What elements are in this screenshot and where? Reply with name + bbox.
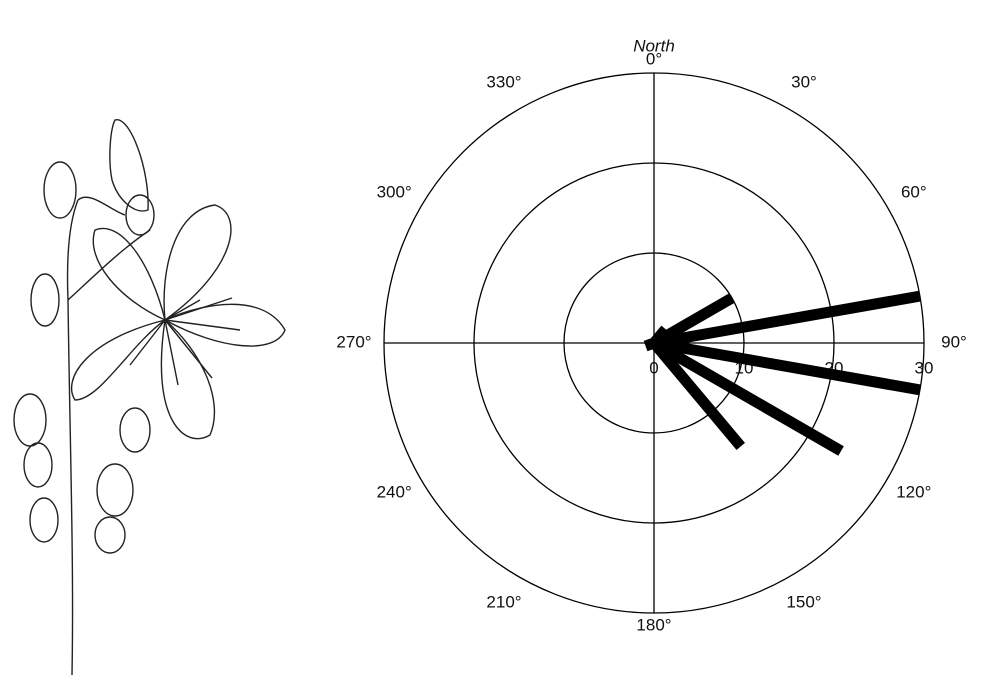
theta-tick-label: 270° (336, 332, 371, 351)
theta-tick-label: 30° (791, 73, 817, 92)
theta-tick-label: 0° (646, 49, 662, 68)
theta-tick-label: 210° (486, 592, 521, 611)
theta-tick-label: 330° (486, 73, 521, 92)
r-tick-label: 30 (915, 358, 934, 377)
theta-tick-label: 60° (901, 182, 927, 201)
theta-tick-label: 150° (786, 592, 821, 611)
bar (646, 343, 654, 346)
flower-illustration (14, 120, 285, 675)
theta-tick-label: 300° (377, 182, 412, 201)
theta-tick-label: 90° (941, 332, 967, 351)
chart: North 01020300°30°60°90°120°150°180°210°… (0, 0, 981, 680)
theta-tick-label: 180° (636, 615, 671, 634)
theta-tick-label: 240° (377, 482, 412, 501)
theta-tick-label: 120° (896, 482, 931, 501)
